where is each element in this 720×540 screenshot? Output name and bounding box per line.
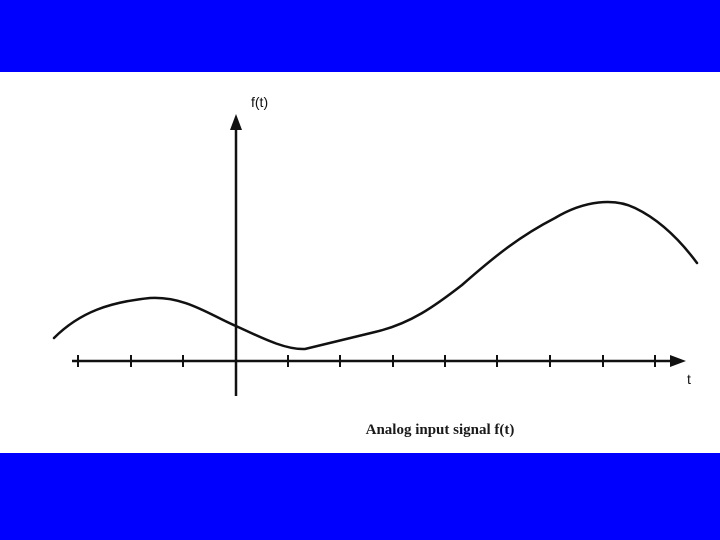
x-axis-arrowhead	[670, 355, 686, 367]
x-axis-label: t	[687, 371, 691, 387]
top-banner	[0, 0, 720, 72]
y-axis-label: f(t)	[251, 94, 268, 110]
y-axis-arrowhead	[230, 114, 242, 130]
x-axis-ticks	[77, 355, 656, 367]
bottom-banner	[0, 453, 720, 540]
figure-caption: Analog input signal f(t)	[365, 422, 515, 438]
signal-curve	[52, 200, 699, 351]
